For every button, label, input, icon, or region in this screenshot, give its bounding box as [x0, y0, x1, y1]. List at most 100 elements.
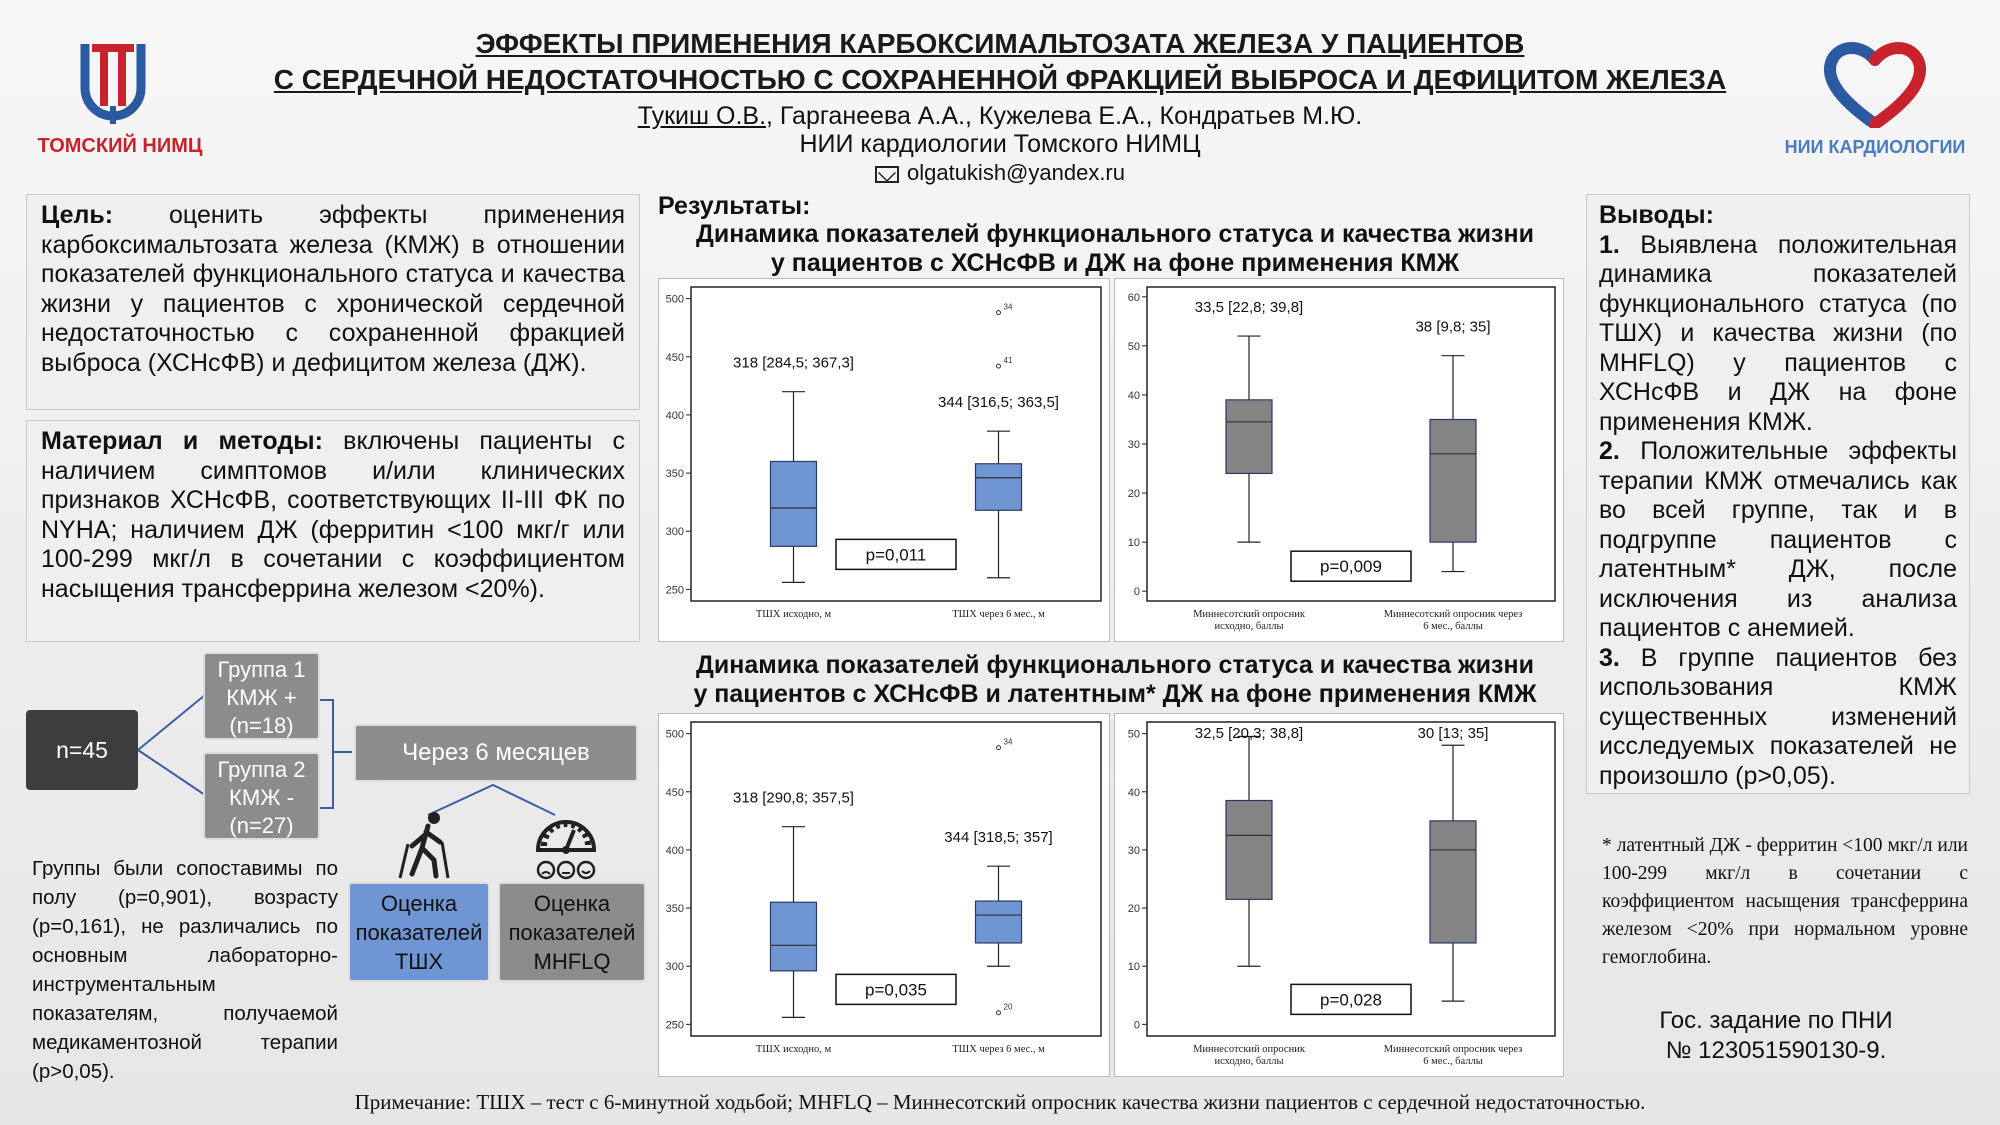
y-tick-label: 250	[666, 1019, 684, 1031]
box-data-label: 318 [290,8; 357,5]	[733, 790, 854, 807]
y-tick-label: 250	[666, 584, 684, 596]
chart-4: 0 10 20 30 40 50 32,5 [20,3; 38,8] Миннесотский…	[1114, 713, 1564, 1077]
chart-1: 250 300 350 400 450 500 318 [284,5; 367,3] ТШХ …	[658, 278, 1110, 642]
logo-right: НИИ КАРДИОЛОГИИ	[1780, 36, 1970, 157]
p-value-box	[835, 973, 957, 1006]
box-iqr	[974, 463, 1023, 511]
y-tick-label: 40	[1128, 390, 1140, 402]
conclusions-label: Выводы:	[1599, 201, 1714, 229]
x-category-label: ТШХ исходно, м	[756, 609, 832, 620]
x-category-label: Миннесотский опросник через	[1384, 609, 1523, 620]
box-iqr	[769, 901, 818, 972]
y-tick-label: 50	[1128, 341, 1140, 353]
y-tick-label: 10	[1128, 961, 1140, 973]
grant-info: Гос. задание по ПНИ № 123051590130-9.	[1659, 1007, 1893, 1064]
email-text: olgatukish@yandex.ru	[906, 160, 1125, 185]
x-category-label: Миннесотский опросник	[1193, 1044, 1306, 1055]
p-value-label: p=0,035	[865, 980, 927, 999]
bottom-note: Примечание: ТШХ – тест с 6-минутной ходь…	[354, 1090, 1646, 1114]
outlier-point	[996, 310, 1001, 316]
p-value-box	[1290, 550, 1412, 582]
box-iqr	[974, 900, 1023, 944]
diagram-connectors	[137, 694, 556, 816]
aim-label: Цель:	[41, 201, 114, 229]
p-value-box	[1290, 983, 1412, 1016]
box-data-label: 318 [284,5; 367,3]	[733, 355, 854, 372]
box-data-label: 344 [318,5; 357]	[944, 829, 1052, 846]
x-category-label: ТШХ через 6 мес., м	[952, 609, 1045, 620]
poster-title: ЭФФЕКТЫ ПРИМЕНЕНИЯ КАРБОКСИМАЛЬТОЗАТА ЖЕ…	[220, 26, 1780, 98]
aim-panel: Цель: оценить эффекты применения карбокс…	[26, 194, 640, 410]
x-category-label: исходно, баллы	[1214, 1056, 1283, 1067]
chart-3: 250 300 350 400 450 500 318 [290,8; 357,5] ТШХ …	[658, 713, 1110, 1077]
envelope-icon	[874, 165, 899, 183]
y-tick-label: 30	[1128, 845, 1140, 857]
y-tick-label: 450	[666, 787, 684, 799]
conclusion-3: 3. В группе пациентов без использования …	[1599, 643, 1957, 790]
p-value-label: p=0,028	[1320, 990, 1382, 1009]
results-heading-1: Динамика показателей функционального ста…	[696, 220, 1534, 277]
y-tick-label: 350	[666, 468, 684, 480]
x-category-label: исходно, баллы	[1214, 621, 1283, 632]
y-tick-label: 350	[666, 903, 684, 915]
conclusion-1: 1. Выявлена положительная динамика показ…	[1599, 230, 1957, 436]
authors: Тукиш О.В., Гарганеева А.А., Кужелева Е.…	[400, 102, 1600, 130]
box-data-label: 344 [316,5; 363,5]	[938, 394, 1059, 411]
plot-frame	[690, 286, 1102, 602]
chart-2: 0 10 20 30 40 50 60 33,5 [22,8; 39,8] Миннесотск…	[1114, 278, 1564, 642]
logo-right-text: НИИ КАРДИОЛОГИИ	[1784, 137, 1966, 157]
logo-left-text: ТОМСКИЙ НИМЦ	[37, 135, 203, 157]
methods-label: Материал и методы:	[41, 427, 323, 455]
y-tick-label: 30	[1128, 439, 1140, 451]
logo-left: ТОМСКИЙ НИМЦ	[30, 36, 210, 157]
results-label: Результаты:	[658, 192, 811, 220]
plot-frame	[690, 721, 1102, 1037]
assess-6mwt-box: Оценка показателей ТШХ	[348, 882, 490, 982]
methods-panel: Материал и методы: включены пациенты с н…	[26, 420, 640, 642]
y-tick-label: 300	[666, 961, 684, 973]
x-category-label: Миннесотский опросник	[1193, 609, 1306, 620]
title-line-2: С СЕРДЕЧНОЙ НЕДОСТАТОЧНОСТЬЮ С СОХРАНЕНН…	[273, 64, 1727, 95]
y-tick-label: 500	[666, 294, 684, 306]
plot-frame	[1146, 721, 1556, 1037]
outlier-label: 34	[1004, 303, 1013, 312]
title-line-1: ЭФФЕКТЫ ПРИМЕНЕНИЯ КАРБОКСИМАЛЬТОЗАТА ЖЕ…	[475, 28, 1525, 59]
y-tick-label: 300	[666, 526, 684, 538]
y-tick-label: 40	[1128, 787, 1140, 799]
x-category-label: 6 мес., баллы	[1423, 621, 1483, 632]
p-value-box	[835, 538, 957, 571]
methods-text: Материал и методы: включены пациенты с н…	[41, 427, 626, 603]
emoji-faces-icon	[536, 860, 596, 880]
p-value-label: p=0,011	[866, 545, 927, 564]
box-data-label: 30 [13; 35]	[1418, 725, 1489, 742]
box-iqr	[1429, 418, 1477, 543]
first-author: Тукиш О.В.	[637, 102, 767, 130]
box-iqr	[1225, 799, 1273, 900]
y-tick-label: 500	[666, 729, 684, 741]
n-total-box: n=45	[26, 710, 138, 790]
aim-text: Цель: оценить эффекты применения карбокс…	[41, 201, 625, 377]
x-category-label: Миннесотский опросник через	[1384, 1044, 1523, 1055]
conclusions-panel: Выводы: 1. Выявлена положительная динами…	[1586, 194, 1970, 794]
groups-comparison-text: Группы были сопоставимы по полу (р=0,901…	[32, 857, 338, 1083]
results-heading-2: Динамика показателей функционального ста…	[693, 651, 1537, 708]
outlier-point	[996, 1010, 1001, 1016]
y-tick-label: 20	[1128, 903, 1140, 915]
box-iqr	[1225, 399, 1273, 475]
gauge-icon	[535, 820, 597, 880]
conclusion-2: 2. Положительные эффекты терапии КМЖ отм…	[1599, 437, 1957, 642]
assess-mhflq-box: Оценка показателей MHFLQ	[498, 882, 646, 982]
outlier-point	[996, 745, 1001, 751]
box-data-label: 32,5 [20,3; 38,8]	[1195, 725, 1303, 742]
box-iqr	[1429, 820, 1477, 944]
outlier-label: 41	[1004, 356, 1013, 365]
y-tick-label: 20	[1128, 488, 1140, 500]
y-tick-label: 0	[1134, 1019, 1140, 1031]
box-data-label: 33,5 [22,8; 39,8]	[1195, 299, 1303, 316]
x-category-label: ТШХ исходно, м	[756, 1044, 832, 1055]
y-tick-label: 60	[1128, 292, 1140, 304]
x-category-label: ТШХ через 6 мес., м	[952, 1044, 1045, 1055]
outlier-label: 20	[1004, 1003, 1013, 1012]
group2-box: Группа 2 КМЖ - (n=27)	[203, 752, 320, 840]
after-6-months-box: Через 6 месяцев	[354, 724, 638, 782]
